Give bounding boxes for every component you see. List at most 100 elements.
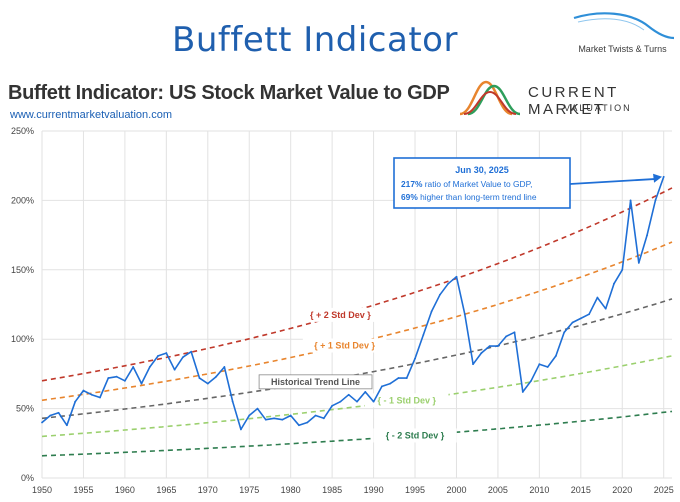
annotation-date: Jun 30, 2025 bbox=[455, 165, 509, 175]
logo-line2: VALUATION bbox=[564, 103, 632, 113]
data-point bbox=[579, 317, 582, 320]
annotation: Jun 30, 2025 217% ratio of Market Value t… bbox=[393, 157, 663, 209]
data-point bbox=[430, 310, 433, 313]
data-point bbox=[356, 400, 358, 403]
chart-url: www.currentmarketvaluation.com bbox=[10, 109, 173, 121]
y-tick-label: 50% bbox=[16, 404, 34, 414]
data-point bbox=[49, 414, 52, 417]
data-point bbox=[298, 424, 300, 427]
data-point bbox=[538, 363, 541, 366]
x-tick-label: 1985 bbox=[322, 485, 342, 495]
data-point bbox=[123, 379, 126, 382]
data-point bbox=[322, 417, 325, 420]
x-tick-label: 1975 bbox=[239, 485, 259, 495]
data-point bbox=[480, 352, 483, 354]
x-tick-label: 1955 bbox=[73, 485, 93, 495]
data-point bbox=[505, 335, 508, 338]
data-point bbox=[74, 400, 77, 403]
data-point bbox=[646, 234, 649, 237]
data-point bbox=[157, 354, 159, 357]
data-point bbox=[629, 199, 632, 202]
data-point bbox=[82, 389, 85, 392]
data-point bbox=[347, 393, 350, 396]
data-point bbox=[422, 334, 425, 336]
data-point bbox=[165, 352, 168, 354]
brand-name: Market Twists & Turns bbox=[578, 44, 667, 54]
x-tick-label: 1980 bbox=[281, 485, 301, 495]
data-point bbox=[555, 354, 557, 357]
data-point bbox=[546, 366, 549, 368]
x-tick-label: 1990 bbox=[364, 485, 384, 495]
data-point bbox=[530, 379, 532, 382]
data-point bbox=[472, 363, 474, 366]
band-label: { - 1 Std Dev } bbox=[377, 395, 436, 405]
data-point bbox=[455, 275, 458, 278]
x-tick-label: 2000 bbox=[446, 485, 466, 495]
data-point bbox=[405, 377, 408, 379]
cmv-logo: CURRENT MARKET VALUATION bbox=[458, 78, 673, 120]
x-tick-label: 2015 bbox=[571, 485, 591, 495]
data-point bbox=[182, 356, 184, 359]
annotation-line2: 69% higher than long-term trend line bbox=[401, 192, 537, 202]
x-tick-label: 1960 bbox=[115, 485, 135, 495]
data-point bbox=[281, 418, 284, 421]
data-point bbox=[115, 375, 118, 378]
x-tick-label: 1970 bbox=[198, 485, 218, 495]
data-point bbox=[364, 391, 367, 393]
x-axis-labels: 1950 1955 1960 1965 1970 1975 1980 1985 1990 1995… bbox=[32, 485, 674, 495]
band-label: Historical Trend Line bbox=[271, 377, 360, 387]
data-point bbox=[488, 345, 491, 348]
x-tick-label: 2025 bbox=[654, 485, 674, 495]
x-tick-label: 1995 bbox=[405, 485, 425, 495]
data-point bbox=[621, 268, 624, 271]
data-point bbox=[264, 418, 267, 421]
band-label: { + 1 Std Dev } bbox=[314, 341, 375, 351]
band-label: { + 2 Std Dev } bbox=[310, 310, 371, 320]
data-point bbox=[57, 411, 60, 414]
y-tick-label: 0% bbox=[21, 473, 34, 483]
brand-swoosh-icon bbox=[573, 12, 675, 40]
brand-logo: Market Twists & Turns bbox=[570, 8, 675, 68]
data-point bbox=[273, 417, 276, 420]
data-point bbox=[596, 296, 599, 299]
data-point bbox=[513, 331, 516, 334]
band-label-bg bbox=[298, 307, 383, 322]
data-series bbox=[41, 175, 665, 431]
data-point bbox=[306, 421, 309, 424]
band-label-bg bbox=[258, 374, 373, 390]
data-point bbox=[604, 307, 607, 310]
annotation-line2-rest: higher than long-term trend line bbox=[418, 192, 537, 202]
x-tick-label: 1950 bbox=[32, 485, 52, 495]
band-label-bg bbox=[364, 393, 449, 408]
data-point bbox=[414, 357, 416, 360]
data-point bbox=[571, 321, 574, 324]
std-dev-bands: { + 2 Std Dev } { + 1 Std Dev } Historical… bbox=[41, 187, 673, 457]
data-point bbox=[637, 261, 640, 264]
data-point bbox=[223, 366, 226, 368]
data-point bbox=[132, 366, 135, 368]
data-point bbox=[90, 393, 93, 396]
data-point bbox=[380, 385, 383, 388]
data-point bbox=[65, 424, 68, 427]
data-point bbox=[447, 282, 450, 285]
data-point bbox=[248, 414, 251, 417]
data-point bbox=[215, 375, 217, 378]
band-line bbox=[41, 410, 673, 457]
band-label: { - 2 Std Dev } bbox=[386, 430, 445, 440]
y-tick-label: 150% bbox=[11, 265, 34, 275]
data-point bbox=[654, 199, 657, 202]
annotation-line1-rest: ratio of Market Value to GDP, bbox=[422, 179, 532, 189]
data-point bbox=[256, 407, 259, 410]
data-point bbox=[140, 382, 143, 385]
y-tick-label: 250% bbox=[11, 126, 34, 136]
annotation-line1: 217% ratio of Market Value to GDP, bbox=[401, 179, 532, 189]
data-point bbox=[521, 391, 524, 393]
data-point bbox=[289, 414, 292, 417]
data-point bbox=[314, 414, 317, 417]
data-point bbox=[372, 400, 375, 403]
data-point bbox=[662, 175, 665, 178]
series-line bbox=[41, 176, 665, 431]
data-point bbox=[99, 396, 101, 399]
annotation-arrow-line bbox=[569, 177, 659, 185]
